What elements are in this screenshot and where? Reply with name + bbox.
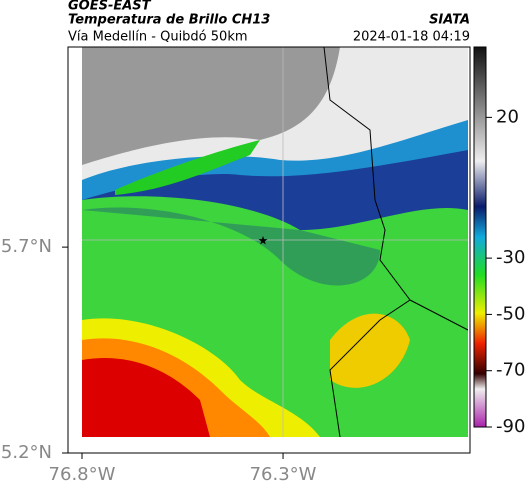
colorbar xyxy=(473,46,487,428)
colorbar-tick-label: -50 xyxy=(496,303,525,324)
colorbar-tick-label: -70 xyxy=(496,360,525,381)
colorbar-tick-label: 20 xyxy=(496,106,519,127)
title: Temperatura de Brillo CH13 xyxy=(68,13,270,28)
datetime: 2024-01-18 04:19 xyxy=(353,30,470,45)
org: SIATA xyxy=(429,13,470,28)
x-tick-label: 76.8°W xyxy=(49,464,116,485)
route: Vía Medellín - Quibdó 50km xyxy=(68,30,248,45)
y-tick-label: 5.7°N xyxy=(1,236,52,257)
source: GOES-EAST xyxy=(68,0,152,14)
x-tick-label: 76.3°W xyxy=(250,464,317,485)
y-tick-label: 5.2°N xyxy=(1,442,52,463)
svg-text:★: ★ xyxy=(258,234,269,248)
satellite-field: ★ xyxy=(82,47,468,437)
colorbar-tick-label: -30 xyxy=(496,247,525,268)
colorbar-tick-label: -90 xyxy=(496,416,525,437)
